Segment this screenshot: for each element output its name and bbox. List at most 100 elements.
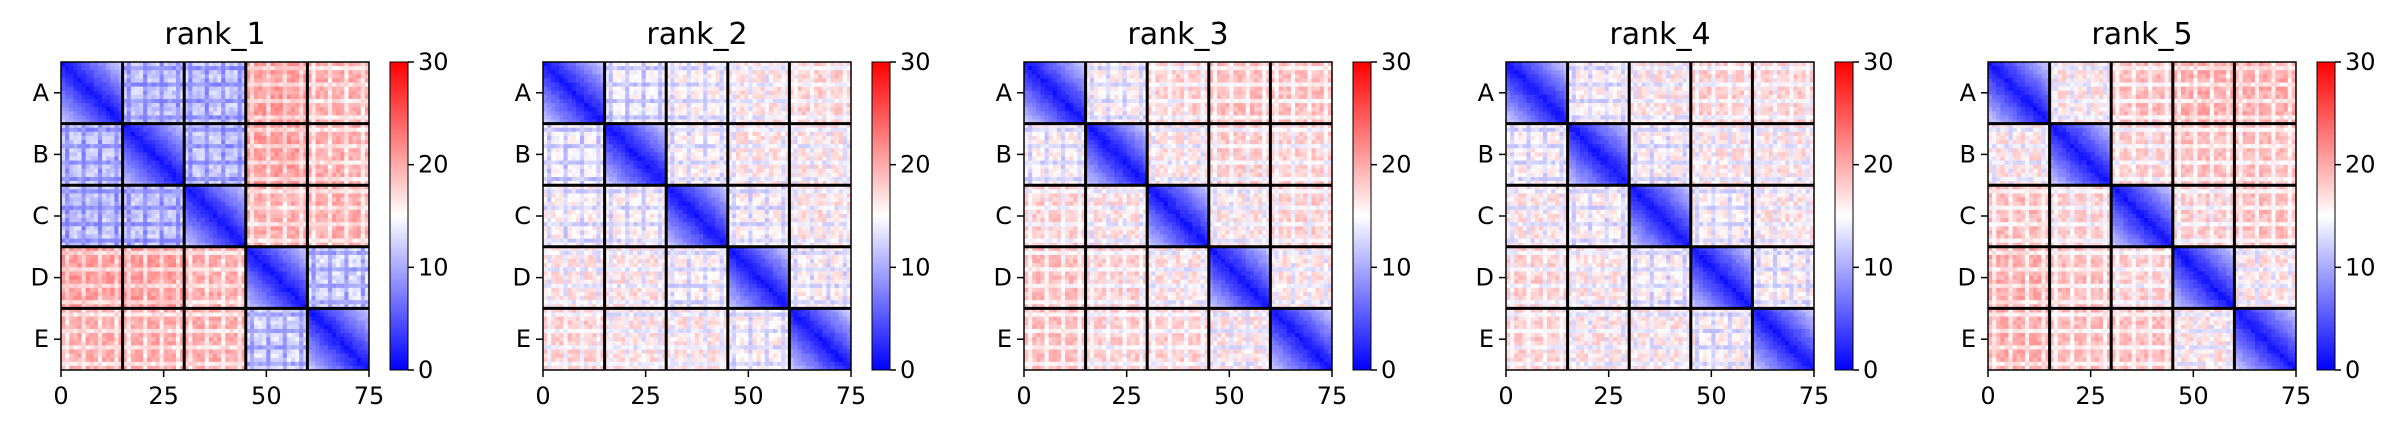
heatmap-cell [176,292,181,297]
heatmap-cell [361,321,366,326]
heatmap-cell [275,87,280,92]
heatmap-cell [291,226,296,231]
heatmap-cell [221,193,226,198]
heatmap-cell [316,95,321,100]
heatmap-cell [299,271,304,276]
heatmap-cell [279,115,284,120]
heatmap-cell [348,230,353,235]
heatmap-cell [160,144,165,149]
heatmap-cell [270,140,275,145]
heatmap-cell [69,165,74,170]
heatmap-cell [233,66,238,71]
heatmap-cell [336,111,341,116]
heatmap-cell [172,99,177,104]
heatmap-cell [336,144,341,149]
heatmap-cell [340,321,345,326]
heatmap-cell [291,267,296,272]
heatmap-cell [266,193,271,198]
heatmap-cell [299,78,304,83]
heatmap-cell [65,218,70,223]
heatmap-cell [279,161,284,166]
heatmap-cell [287,288,292,293]
heatmap-cell [205,234,210,239]
heatmap-cell [147,317,152,322]
heatmap-cell [340,271,345,276]
heatmap-cell [168,83,173,88]
heatmap-cell [270,230,275,235]
heatmap-cell [86,239,91,244]
heatmap-cell [279,321,284,326]
heatmap-cell [353,317,358,322]
heatmap-cell [94,251,99,256]
heatmap-cell [147,292,152,297]
heatmap-cell [238,210,243,215]
heatmap-cell [201,83,206,88]
heatmap-cell [82,284,87,289]
heatmap-cell [155,251,160,256]
heatmap-cell [353,148,358,153]
heatmap-cell [98,132,103,137]
heatmap-cell [266,115,271,120]
heatmap-cell [229,78,234,83]
heatmap-cell [275,152,280,157]
heatmap-cell [114,210,119,215]
heatmap-cell [192,66,197,71]
heatmap-cell [287,74,292,79]
heatmap-cell [69,214,74,219]
heatmap-cell [82,91,87,96]
heatmap-cell [283,99,288,104]
heatmap-cell [348,259,353,264]
heatmap-cell [270,74,275,79]
heatmap-cell [229,271,234,276]
heatmap-cell [135,74,140,79]
heatmap-cell [90,103,95,108]
heatmap-cell [127,193,132,198]
heatmap-cell [344,206,349,211]
heatmap-cell [213,271,218,276]
heatmap-cell [127,218,132,223]
heatmap-cell [344,107,349,112]
heatmap-cell [192,218,197,223]
heatmap-cell [217,198,222,203]
heatmap-cell [77,87,82,92]
heatmap-cell [275,132,280,137]
heatmap-cell [114,317,119,322]
heatmap-cell [332,263,337,268]
heatmap-cell [188,239,193,244]
heatmap-cell [188,214,193,219]
heatmap-cell [250,132,255,137]
heatmap-cell [320,115,325,120]
heatmap-cell [262,66,267,71]
heatmap-cell [94,296,99,301]
heatmap-cell [127,300,132,305]
heatmap-cell [254,115,259,120]
heatmap-cell [147,198,152,203]
heatmap-cell [201,87,206,92]
heatmap-cell [332,234,337,239]
heatmap-cell [250,161,255,166]
heatmap-cell [205,300,210,305]
heatmap-cell [320,148,325,153]
heatmap-cell [114,292,119,297]
heatmap-cell [77,292,82,297]
heatmap-cell [94,103,99,108]
heatmap-cell [340,198,345,203]
heatmap-cell [106,140,111,145]
heatmap-cell [254,103,259,108]
heatmap-cell [172,321,177,326]
heatmap-cell [90,128,95,133]
heatmap-cell [258,152,263,157]
heatmap-cell [312,284,317,289]
heatmap-cell [340,165,345,170]
heatmap-cell [213,226,218,231]
heatmap-cell [283,251,288,256]
heatmap-cell [160,292,165,297]
heatmap-cell [258,198,263,203]
heatmap-cell [127,148,132,153]
heatmap-cell [213,115,218,120]
heatmap-cell [172,313,177,318]
heatmap-cell [361,78,366,83]
heatmap-cell [295,214,300,219]
heatmap-cell [258,251,263,256]
heatmap-cell [254,284,259,289]
